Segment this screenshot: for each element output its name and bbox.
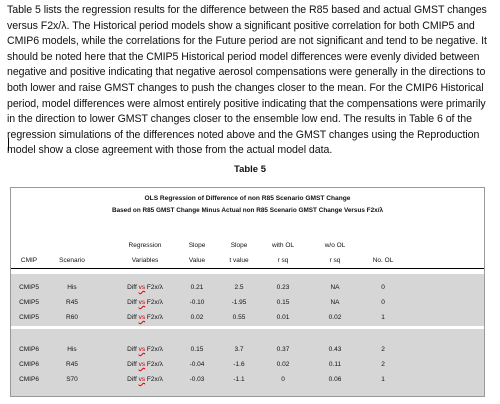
- cell-rsq-wo-ol: 0.43: [328, 346, 342, 353]
- cell-no-ol: 2: [381, 346, 385, 353]
- header-variables: Variables: [131, 257, 159, 264]
- cell-rsq-wo-ol: NA: [330, 284, 340, 291]
- header-regression: Regression: [128, 242, 162, 249]
- cell-variable: Diff vs F2x/λ: [127, 346, 163, 353]
- cell-slope: -0.10: [189, 299, 205, 306]
- cell-no-ol: 0: [381, 299, 385, 306]
- cell-variable: Diff vs F2x/λ: [127, 299, 163, 306]
- header-slope-1: Slope: [188, 242, 206, 249]
- cell-rsq-with-ol: 0.15: [276, 299, 290, 306]
- cell-scenario: His: [67, 284, 77, 291]
- cell-cmip: CMIP6: [19, 361, 39, 368]
- cell-slope: 0.15: [190, 346, 204, 353]
- cell-cmip: CMIP5: [19, 299, 39, 306]
- cell-cmip: CMIP5: [19, 284, 39, 291]
- cell-no-ol: 1: [381, 376, 385, 383]
- cell-rsq-with-ol: 0.37: [276, 346, 290, 353]
- header-slope-2: Slope: [230, 242, 248, 249]
- cell-no-ol: 2: [381, 361, 385, 368]
- cell-scenario: R60: [66, 314, 78, 321]
- cell-rsq-with-ol: 0.01: [276, 314, 290, 321]
- cell-rsq-wo-ol: 0.06: [328, 376, 342, 383]
- cell-t-value: -1.6: [233, 361, 245, 368]
- cell-slope: -0.04: [189, 361, 205, 368]
- table-label: Table 5: [233, 164, 267, 175]
- body-paragraph: Table 5 lists the regression results for…: [7, 4, 487, 157]
- cell-rsq-wo-ol: 0.02: [328, 314, 342, 321]
- cell-slope: 0.02: [190, 314, 204, 321]
- header-cmip: CMIP: [20, 257, 38, 264]
- cell-rsq-with-ol: 0.02: [276, 361, 290, 368]
- cell-cmip: CMIP6: [19, 346, 39, 353]
- cell-cmip: CMIP5: [19, 314, 39, 321]
- cell-rsq-with-ol: 0: [281, 376, 285, 383]
- cell-cmip: CMIP6: [19, 376, 39, 383]
- cmip6-band: [11, 329, 484, 396]
- cell-variable: Diff vs F2x/λ: [127, 284, 163, 291]
- cell-variable: Diff vs F2x/λ: [127, 361, 163, 368]
- cell-slope: -0.03: [189, 376, 205, 383]
- table-box: OLS Regression of Difference of non R85 …: [10, 187, 485, 397]
- table-subtitle: Based on R85 GMST Change Minus Actual no…: [111, 207, 384, 214]
- cell-t-value: 0.55: [232, 314, 246, 321]
- cell-scenario: S70: [66, 376, 78, 383]
- cmip5-band: [11, 274, 484, 326]
- header-wo-ol: w/o OL: [324, 242, 346, 249]
- header-rsq-2: r sq: [329, 257, 341, 264]
- header-with-ol: with OL: [271, 242, 295, 249]
- cell-rsq-wo-ol: 0.11: [328, 361, 342, 368]
- cell-t-value: 3.7: [234, 346, 244, 353]
- cell-slope: 0.21: [190, 284, 204, 291]
- cell-t-value: 2.5: [234, 284, 244, 291]
- cell-no-ol: 1: [381, 314, 385, 321]
- cell-rsq-with-ol: 0.23: [276, 284, 290, 291]
- header-tvalue: t value: [229, 257, 249, 264]
- cell-no-ol: 0: [381, 284, 385, 291]
- cell-scenario: R45: [66, 299, 78, 306]
- header-no-ol: No. OL: [372, 257, 394, 264]
- header-rule: [11, 268, 484, 269]
- cell-scenario: His: [67, 346, 77, 353]
- cell-t-value: -1.95: [231, 299, 247, 306]
- text-cursor: [8, 138, 9, 151]
- header-value: Value: [188, 257, 206, 264]
- table-title: OLS Regression of Difference of non R85 …: [144, 195, 351, 202]
- cell-rsq-wo-ol: NA: [330, 299, 340, 306]
- cell-variable: Diff vs F2x/λ: [127, 314, 163, 321]
- cell-scenario: R45: [66, 361, 78, 368]
- cell-variable: Diff vs F2x/λ: [127, 376, 163, 383]
- header-scenario: Scenario: [59, 257, 85, 264]
- header-rsq-1: r sq: [277, 257, 289, 264]
- cell-t-value: -1.1: [233, 376, 245, 383]
